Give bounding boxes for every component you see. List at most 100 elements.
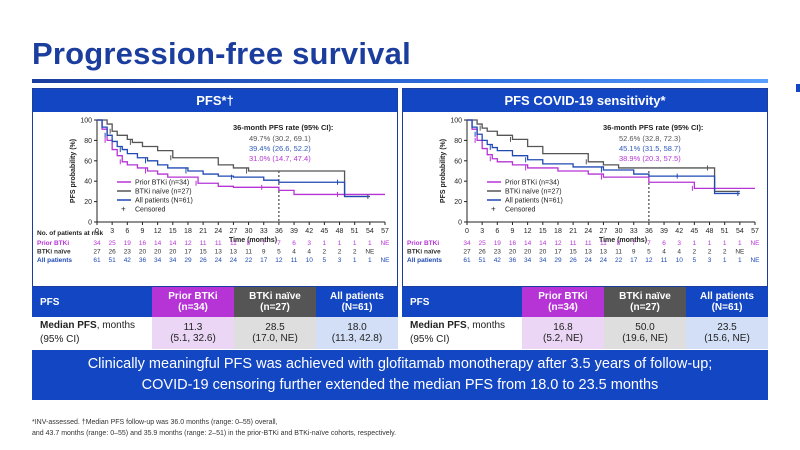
- legend-label-0: Prior BTKi (n=34): [505, 180, 559, 187]
- y-tick-label: 0: [458, 220, 462, 227]
- page-title: Progression-free survival: [32, 36, 411, 71]
- risk-cell: 16: [509, 240, 517, 247]
- footnote-line-1: *INV-assessed. †Median PFS follow-up was…: [32, 419, 278, 426]
- risk-cell: NE: [365, 249, 375, 256]
- legend-label-2: All patients (N=61): [505, 198, 563, 205]
- rate-value-2: 38.9% (20.3, 57.5): [619, 154, 681, 163]
- risk-cell: 11: [585, 240, 592, 247]
- risk-cell: 16: [139, 240, 147, 247]
- risk-cell: 10: [306, 257, 314, 264]
- risk-cell: 1: [738, 257, 742, 264]
- risk-cell: 61: [463, 257, 471, 264]
- cell-btki-naive: 50.0 (19.6, NE): [604, 317, 686, 349]
- x-tick-label: 36: [645, 228, 653, 235]
- x-tick-label: 42: [675, 228, 683, 235]
- covid-sensitivity-panel: PFS COVID-19 sensitivity* 0 20 40 60 80 100 0 3…: [402, 88, 768, 287]
- col-header-prior-btki: Prior BTKi (n=34): [522, 287, 604, 317]
- risk-cell: 25: [109, 240, 117, 247]
- risk-cell: 34: [539, 257, 547, 264]
- risk-cell: 2: [723, 249, 727, 256]
- risk-cell: 26: [109, 249, 117, 256]
- legend-label-1: BTKi naïve (n=27): [135, 189, 192, 196]
- risk-cell: 25: [479, 240, 487, 247]
- risk-cell: 4: [677, 249, 681, 256]
- risk-cell: 34: [154, 257, 162, 264]
- risk-cell: 8: [617, 240, 621, 247]
- risk-cell: 12: [554, 240, 562, 247]
- risk-cell: 9: [632, 249, 636, 256]
- risk-row-label-0: Prior BTKi: [37, 240, 69, 247]
- x-tick-label: 51: [721, 228, 729, 235]
- table-header-label: PFS: [32, 287, 152, 317]
- risk-cell: 14: [539, 240, 547, 247]
- risk-cell: 26: [569, 257, 577, 264]
- risk-cell: 7: [262, 240, 266, 247]
- col-header-all-patients: All patients (N=61): [316, 287, 398, 317]
- risk-cell: NE: [750, 257, 760, 264]
- cell-all-patients: 23.5 (15.6, NE): [686, 317, 768, 349]
- risk-cell: 19: [494, 240, 502, 247]
- risk-cell: 15: [199, 249, 207, 256]
- risk-row-label-2: All patients: [37, 257, 72, 264]
- risk-cell: 24: [585, 257, 593, 264]
- x-axis-label: Time (months): [229, 237, 277, 244]
- risk-cell: 3: [307, 240, 311, 247]
- col-header-prior-btki: Prior BTKi (n=34): [152, 287, 234, 317]
- risk-cell: 19: [124, 240, 132, 247]
- rate-header: 36-month PFS rate (95% CI):: [603, 123, 703, 132]
- km-curve-series-0: [467, 119, 755, 189]
- km-curve-series-0: [97, 119, 385, 196]
- x-tick-label: 12: [154, 228, 162, 235]
- x-tick-label: 18: [554, 228, 562, 235]
- key-message-banner: Clinically meaningful PFS was achieved w…: [32, 350, 768, 400]
- row-label-median-pfs: Median PFS, months (95% CI): [410, 320, 506, 345]
- risk-cell: 5: [647, 249, 651, 256]
- risk-cell: 23: [494, 249, 502, 256]
- risk-cell: 17: [260, 257, 268, 264]
- risk-cell: 11: [200, 240, 207, 247]
- risk-cell: 36: [139, 257, 147, 264]
- risk-cell: 13: [585, 249, 593, 256]
- risk-cell: 61: [93, 257, 101, 264]
- x-tick-label: 9: [141, 228, 145, 235]
- x-tick-label: 45: [690, 228, 698, 235]
- risk-cell: 17: [630, 257, 638, 264]
- y-tick-label: 60: [84, 158, 92, 165]
- col-header-all-patients: All patients (N=61): [686, 287, 768, 317]
- risk-cell: 2: [353, 249, 357, 256]
- y-tick-label: 40: [84, 179, 92, 186]
- risk-cell: NE: [750, 240, 760, 247]
- table-header-label: PFS: [402, 287, 522, 317]
- risk-cell: 11: [291, 257, 298, 264]
- risk-cell: 27: [463, 249, 471, 256]
- rate-header: 36-month PFS rate (95% CI):: [233, 123, 333, 132]
- cell-prior-btki: 11.3 (5.1, 32.6): [152, 317, 234, 349]
- x-tick-label: 15: [169, 228, 177, 235]
- x-tick-label: 12: [524, 228, 532, 235]
- risk-cell: 14: [524, 240, 532, 247]
- legend-label-censored: Censored: [135, 207, 165, 214]
- key-message-line-1: Clinically meaningful PFS was achieved w…: [87, 356, 713, 372]
- risk-cell: NE: [380, 240, 390, 247]
- title-divider: [32, 79, 768, 83]
- risk-cell: 26: [199, 257, 207, 264]
- risk-cell: 13: [230, 249, 238, 256]
- x-tick-label: 24: [584, 228, 592, 235]
- risk-cell: 34: [169, 257, 177, 264]
- y-tick-label: 60: [454, 158, 462, 165]
- legend-label-1: BTKi naïve (n=27): [505, 189, 562, 196]
- risk-cell: 1: [353, 257, 357, 264]
- risk-cell: 6: [662, 240, 666, 247]
- risk-cell: 29: [554, 257, 562, 264]
- risk-cell: 5: [277, 249, 281, 256]
- risk-cell: 11: [615, 249, 622, 256]
- x-tick-label: 36: [275, 228, 283, 235]
- x-tick-label: 57: [381, 228, 389, 235]
- risk-cell: 1: [723, 257, 727, 264]
- rate-value-1: 45.1% (31.5, 58.7): [619, 144, 681, 153]
- y-tick-label: 0: [88, 220, 92, 227]
- risk-cell: 11: [245, 249, 252, 256]
- risk-cell: 22: [245, 257, 253, 264]
- legend-label-0: Prior BTKi (n=34): [135, 180, 189, 187]
